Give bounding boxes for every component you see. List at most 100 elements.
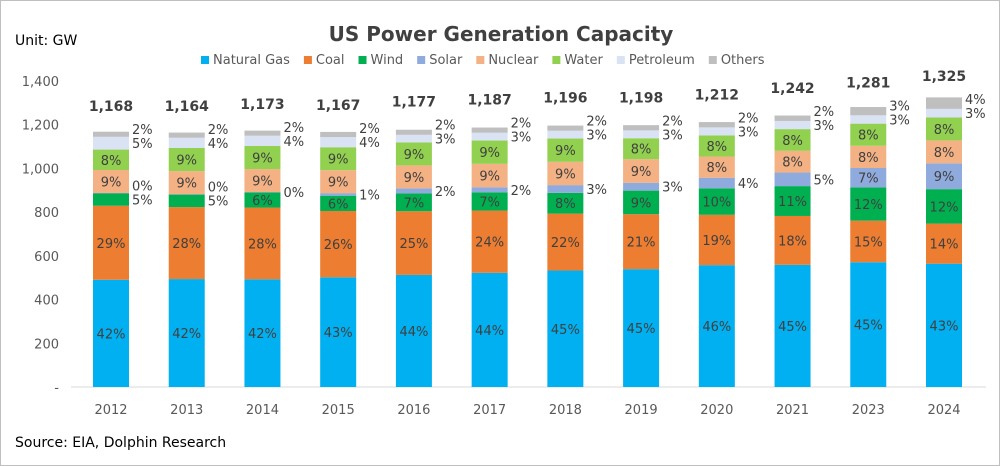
bar-segment-wind bbox=[623, 190, 660, 215]
bar-segment-petroleum bbox=[774, 120, 811, 130]
bar-segment-solar bbox=[471, 187, 508, 193]
bar-segment-water bbox=[320, 147, 357, 171]
legend-label: Others bbox=[721, 53, 765, 68]
bar-segment-coal bbox=[244, 207, 281, 280]
data-label: 3% bbox=[511, 131, 532, 146]
total-label: 1,325 bbox=[922, 69, 966, 85]
bar-segment-coal bbox=[471, 210, 508, 273]
data-label: 45% bbox=[778, 320, 807, 335]
data-label: 2% bbox=[435, 119, 456, 134]
bar-segment-nuclear bbox=[698, 156, 735, 178]
data-label: 9% bbox=[176, 177, 197, 192]
data-label: 28% bbox=[172, 237, 201, 252]
bar-segment-water bbox=[698, 135, 735, 157]
total-label: 1,173 bbox=[240, 97, 284, 113]
data-label: 0% bbox=[283, 186, 304, 201]
data-label: 3% bbox=[814, 119, 835, 134]
data-label: 29% bbox=[97, 237, 126, 252]
data-label: 9% bbox=[555, 144, 576, 159]
bar-segment-wind bbox=[168, 194, 205, 208]
total-label: 1,177 bbox=[392, 95, 436, 111]
data-label: 3% bbox=[586, 129, 607, 144]
x-tick-label: 2023 bbox=[852, 403, 885, 418]
bar-segment-nuclear bbox=[774, 150, 811, 173]
data-label: 2% bbox=[586, 115, 607, 130]
bar-segment-nuclear bbox=[547, 161, 584, 186]
legend-swatch bbox=[552, 56, 561, 64]
bar-segment-coal bbox=[926, 223, 962, 264]
data-label: 4% bbox=[283, 135, 304, 150]
y-tick-label: 1,200 bbox=[22, 119, 59, 134]
bar-segment-water bbox=[623, 138, 660, 160]
bar-segment-petroleum bbox=[623, 130, 660, 139]
bar-segment-petroleum bbox=[926, 108, 962, 118]
legend-label: Water bbox=[564, 53, 603, 68]
total-label: 1,242 bbox=[770, 81, 814, 97]
data-label: 45% bbox=[854, 319, 883, 334]
data-label: 12% bbox=[930, 200, 959, 215]
data-label: 8% bbox=[707, 140, 728, 155]
bar-segment-water bbox=[168, 148, 205, 172]
data-label: 44% bbox=[475, 324, 504, 339]
y-tick-label: 800 bbox=[34, 206, 59, 221]
bar-segment-natural-gas bbox=[93, 279, 129, 387]
bar-segment-coal bbox=[93, 205, 129, 280]
bar-segment-others bbox=[471, 127, 508, 133]
data-label: 3% bbox=[889, 113, 910, 128]
data-label: 5% bbox=[814, 173, 835, 188]
legend-label: Solar bbox=[429, 53, 463, 68]
data-label: 7% bbox=[479, 195, 500, 210]
data-label: 19% bbox=[702, 234, 731, 249]
bar-segment-natural-gas bbox=[168, 279, 205, 387]
data-label: 2% bbox=[359, 122, 380, 137]
bar-segment-solar bbox=[244, 192, 281, 193]
bar-segment-others bbox=[850, 107, 887, 116]
legend-swatch bbox=[303, 56, 312, 64]
bar-segment-petroleum bbox=[471, 132, 508, 141]
data-label: 1% bbox=[359, 188, 380, 203]
data-label: 45% bbox=[551, 323, 580, 338]
y-tick-label: 400 bbox=[34, 294, 59, 309]
data-label: 3% bbox=[662, 128, 683, 143]
bar-segment-others bbox=[320, 131, 357, 138]
bar-segment-wind bbox=[698, 188, 735, 215]
bar-segment-wind bbox=[244, 192, 281, 208]
bar-segment-wind bbox=[395, 193, 432, 212]
bar-segment-natural-gas bbox=[774, 264, 811, 387]
data-label: 9% bbox=[479, 146, 500, 161]
x-tick-label: 2020 bbox=[700, 403, 733, 418]
x-tick-label: 2015 bbox=[322, 403, 355, 418]
y-tick-label: 1,400 bbox=[22, 75, 59, 90]
bar-segment-coal bbox=[774, 215, 811, 265]
bar-segment-solar bbox=[93, 192, 129, 194]
legend-swatch bbox=[708, 56, 717, 64]
data-label: 4% bbox=[359, 136, 380, 151]
legend: Natural Gas Coal Wind Solar Nuclear Water Petr… bbox=[201, 53, 765, 68]
total-label: 1,168 bbox=[89, 99, 133, 115]
total-label: 1,198 bbox=[619, 90, 663, 106]
data-label: 4% bbox=[738, 177, 759, 192]
data-label: 44% bbox=[399, 325, 428, 340]
data-label: 28% bbox=[248, 237, 277, 252]
data-label: 9% bbox=[404, 148, 425, 163]
data-label: 3% bbox=[586, 183, 607, 198]
data-label: 5% bbox=[132, 193, 153, 208]
data-label: 6% bbox=[252, 194, 273, 209]
bar-segment-others bbox=[774, 115, 811, 121]
bar-segment-water bbox=[244, 145, 281, 170]
bar-segment-natural-gas bbox=[926, 263, 962, 387]
bar-segment-petroleum bbox=[850, 115, 887, 124]
data-label: 15% bbox=[854, 235, 883, 250]
bar-segment-nuclear bbox=[471, 163, 508, 188]
bar-segment-coal bbox=[623, 214, 660, 270]
bar-segment-natural-gas bbox=[320, 277, 357, 387]
total-label: 1,164 bbox=[165, 99, 210, 115]
data-label: 3% bbox=[889, 99, 910, 114]
data-label: 3% bbox=[965, 107, 986, 122]
total-label: 1,187 bbox=[467, 93, 511, 109]
bar-segment-nuclear bbox=[395, 165, 432, 189]
x-tick-label: 2012 bbox=[94, 403, 127, 418]
data-label: 8% bbox=[782, 134, 803, 149]
bar-segment-nuclear bbox=[168, 171, 205, 195]
bar-segment-petroleum bbox=[244, 135, 281, 146]
